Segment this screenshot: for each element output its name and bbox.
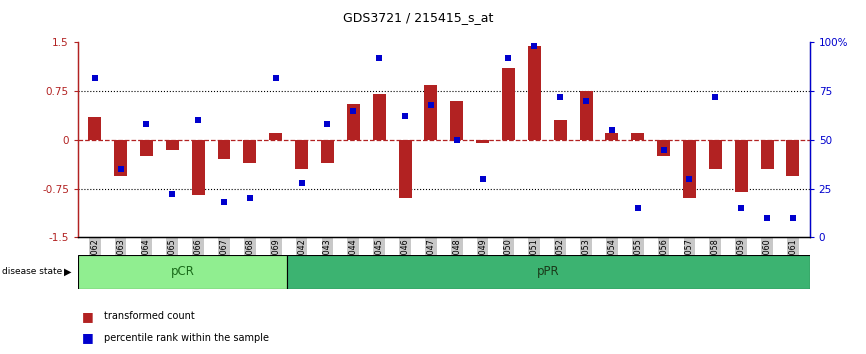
Point [630,205,644,211]
Bar [321,140,334,162]
Bar [243,140,256,162]
Point [87,75,101,80]
Point [786,215,800,221]
Text: percentile rank within the sample: percentile rank within the sample [104,332,269,343]
Bar [709,140,721,169]
Point [139,121,153,127]
Bar [114,140,127,176]
Point [320,121,334,127]
Text: GDS3721 / 215415_s_at: GDS3721 / 215415_s_at [343,11,493,24]
Bar [476,140,489,143]
Point [113,166,127,172]
Point [579,98,593,104]
Point [449,137,463,143]
Point [734,205,748,211]
Bar [295,140,308,169]
Point [372,55,386,61]
Bar [734,140,747,192]
Bar [88,117,101,140]
Point [424,102,438,108]
Point [708,94,722,100]
Bar [502,68,515,140]
Bar [424,85,437,140]
Bar [166,140,178,149]
Bar [786,140,799,176]
Bar [191,140,204,195]
Text: pPR: pPR [537,265,559,278]
Point [217,199,231,205]
Bar [269,133,282,140]
Bar [683,140,696,198]
Bar [760,140,773,169]
Point [165,192,179,197]
Text: ■: ■ [82,331,94,344]
Text: disease state: disease state [2,267,62,276]
Bar [287,255,810,289]
Bar [605,133,618,140]
Point [553,94,567,100]
Bar [631,133,644,140]
Bar [372,95,385,140]
Point [346,108,360,113]
Bar [140,140,153,156]
Bar [657,140,670,156]
Point [682,176,696,182]
Bar [579,91,592,140]
Point [191,118,205,123]
Bar [553,120,566,140]
Point [243,195,257,201]
Point [760,215,774,221]
Bar [398,140,411,198]
Bar [347,104,359,140]
Point [294,180,308,185]
Point [268,75,282,80]
Text: pCR: pCR [171,265,194,278]
Bar [450,101,463,140]
Bar [78,255,287,289]
Bar [528,46,540,140]
Point [398,114,412,119]
Text: ■: ■ [82,310,94,323]
Text: transformed count: transformed count [104,311,195,321]
Text: ▶: ▶ [63,267,71,277]
Point [501,55,515,61]
Point [656,147,670,152]
Bar [217,140,230,159]
Point [475,176,489,182]
Point [527,44,541,49]
Point [605,127,619,133]
